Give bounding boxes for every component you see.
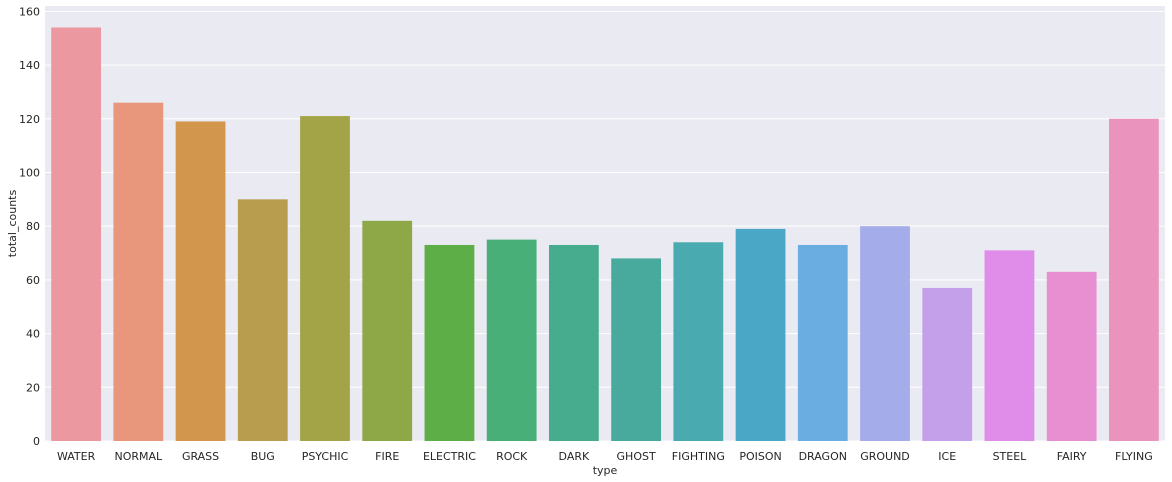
bar-psychic xyxy=(300,116,350,441)
bar-fire xyxy=(362,220,413,441)
y-tick-label: 80 xyxy=(26,220,40,233)
x-tick-label: STEEL xyxy=(993,450,1028,463)
bar-ice xyxy=(922,287,973,441)
bar-poison xyxy=(735,228,786,441)
bars xyxy=(51,27,1159,442)
x-tick-label: FAIRY xyxy=(1057,450,1087,463)
y-tick-label: 160 xyxy=(19,5,40,18)
x-tick-label: FLYING xyxy=(1115,450,1153,463)
y-axis-ticks: 0 20 40 60 80 100 120 140 160 xyxy=(19,5,40,448)
bar-flying xyxy=(1109,118,1159,442)
bar-water xyxy=(51,27,101,442)
bar-steel xyxy=(984,250,1035,441)
bar-fighting xyxy=(673,242,724,441)
bar-dragon xyxy=(797,244,848,441)
bar-bug xyxy=(237,199,288,441)
bar-normal xyxy=(113,102,164,442)
x-tick-label: FIGHTING xyxy=(672,450,725,463)
y-tick-label: 140 xyxy=(19,59,40,72)
grid-lines xyxy=(45,10,1165,442)
y-tick-label: 60 xyxy=(26,274,40,287)
x-tick-label: BUG xyxy=(251,450,275,463)
y-tick-label: 0 xyxy=(33,435,40,448)
x-axis-ticks: WATER NORMAL GRASS BUG PSYCHIC FIRE ELECTRIC RO… xyxy=(57,450,1153,463)
y-axis-label: total_counts xyxy=(6,190,19,258)
x-axis-label: type xyxy=(593,464,618,477)
x-tick-label: GRASS xyxy=(182,450,219,463)
x-tick-label: ELECTRIC xyxy=(423,450,476,463)
x-tick-label: POISON xyxy=(739,450,781,463)
x-tick-label: FIRE xyxy=(375,450,399,463)
y-tick-label: 100 xyxy=(19,166,40,179)
plot-background xyxy=(45,6,1165,441)
bar-grass xyxy=(175,121,226,442)
y-tick-label: 40 xyxy=(26,328,40,341)
x-tick-label: ROCK xyxy=(496,450,528,463)
x-tick-label: PSYCHIC xyxy=(302,450,349,463)
bar-rock xyxy=(486,239,537,441)
x-tick-label: DARK xyxy=(559,450,590,463)
x-tick-label: NORMAL xyxy=(114,450,163,463)
bar-fairy xyxy=(1046,271,1097,441)
x-tick-label: GHOST xyxy=(617,450,656,463)
x-tick-label: WATER xyxy=(57,450,96,463)
y-tick-label: 120 xyxy=(19,113,40,126)
x-tick-label: GROUND xyxy=(860,450,910,463)
bar-ground xyxy=(860,226,910,441)
x-tick-label: ICE xyxy=(938,450,956,463)
bar-dark xyxy=(549,244,599,441)
bar-electric xyxy=(424,244,475,441)
bar-ghost xyxy=(611,258,661,441)
x-tick-label: DRAGON xyxy=(799,450,847,463)
y-tick-label: 20 xyxy=(26,381,40,394)
